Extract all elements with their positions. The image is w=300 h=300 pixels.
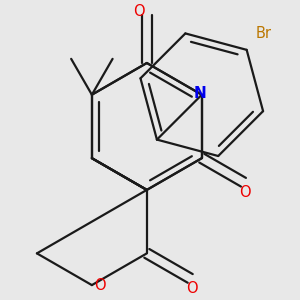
Text: Br: Br [255, 26, 271, 41]
Text: N: N [194, 86, 207, 101]
Text: O: O [133, 4, 145, 19]
Text: O: O [186, 281, 197, 296]
Text: O: O [239, 185, 250, 200]
Text: O: O [94, 278, 106, 292]
